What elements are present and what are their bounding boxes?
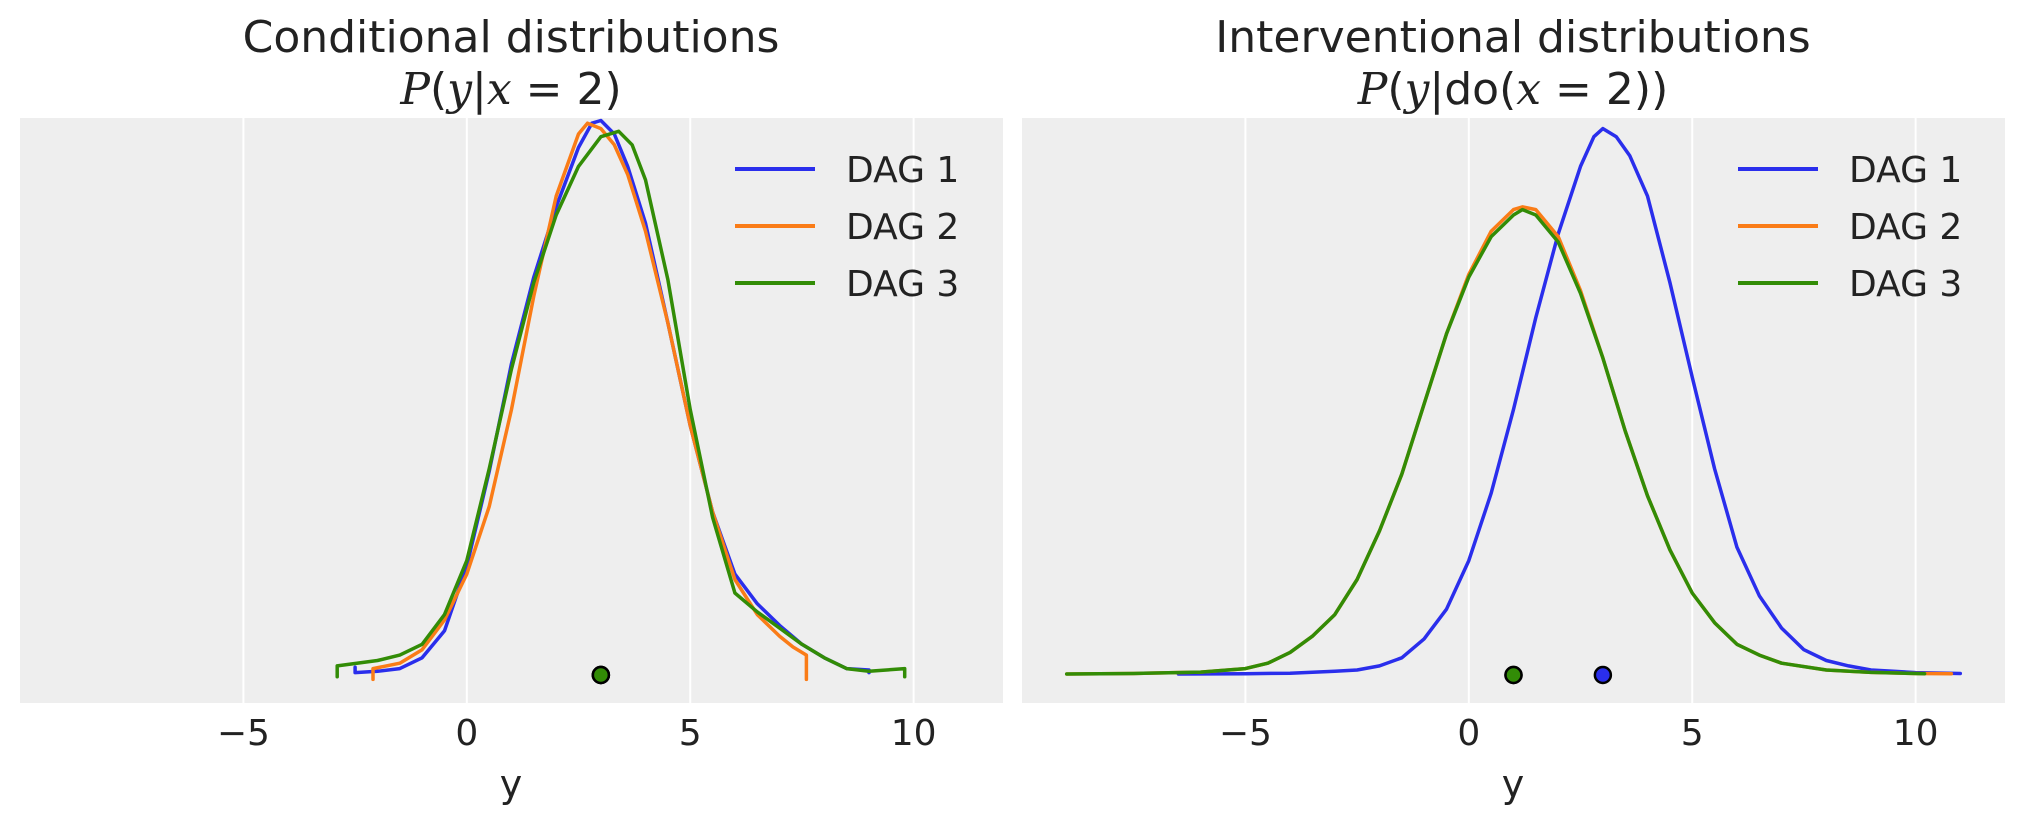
legend: DAG 1 DAG 2 DAG 3 — [1738, 150, 1962, 305]
panel-subtitle: P(y|do(x = 2)) — [1357, 64, 1668, 115]
series-line-dag-3 — [335, 129, 907, 679]
x-tick-label: 0 — [455, 713, 478, 754]
panel-title: Interventional distributions — [1215, 12, 1810, 63]
legend-label-dag-1: DAG 1 — [846, 150, 959, 191]
legend-label-dag-3: DAG 3 — [846, 264, 959, 305]
point-marker-dag-1 — [1593, 665, 1613, 685]
x-tick-label: 10 — [1893, 713, 1939, 754]
series-line-dag-3 — [1064, 207, 1927, 676]
x-tick-label: −5 — [217, 713, 270, 754]
density-curves — [335, 118, 907, 682]
x-tick-labels: −5 0 5 10 — [1219, 713, 1939, 754]
x-gridlines — [1244, 118, 1917, 703]
panel-subtitle: P(y|x = 2) — [399, 64, 621, 115]
point-marker-dag-3 — [591, 665, 611, 685]
x-tick-label: 5 — [1681, 713, 1704, 754]
legend-label-dag-1: DAG 1 — [1849, 150, 1962, 191]
legend-label-dag-2: DAG 2 — [1849, 207, 1962, 248]
x-axis-label: y — [1502, 762, 1525, 806]
legend-label-dag-2: DAG 2 — [846, 207, 959, 248]
point-markers — [1504, 665, 1613, 685]
point-markers — [591, 665, 611, 685]
interventional-distributions-panel: Interventional distributions P(y|do(x = … — [1022, 12, 2005, 806]
x-tick-label: 5 — [679, 713, 702, 754]
legend-label-dag-3: DAG 3 — [1849, 264, 1962, 305]
x-axis-label: y — [500, 762, 523, 806]
series-line-dag-1 — [1176, 126, 1963, 676]
panel-title: Conditional distributions — [243, 12, 780, 63]
x-tick-label: −5 — [1219, 713, 1272, 754]
series-line-dag-2 — [371, 121, 809, 682]
x-tick-label: 10 — [891, 713, 937, 754]
legend: DAG 1 DAG 2 DAG 3 — [735, 150, 959, 305]
density-curves — [1064, 126, 1963, 676]
conditional-distributions-panel: Conditional distributions P(y|x = 2) −5 0… — [20, 12, 1003, 806]
x-tick-label: 0 — [1457, 713, 1480, 754]
x-tick-labels: −5 0 5 10 — [217, 713, 937, 754]
point-marker-dag-3 — [1504, 665, 1523, 685]
